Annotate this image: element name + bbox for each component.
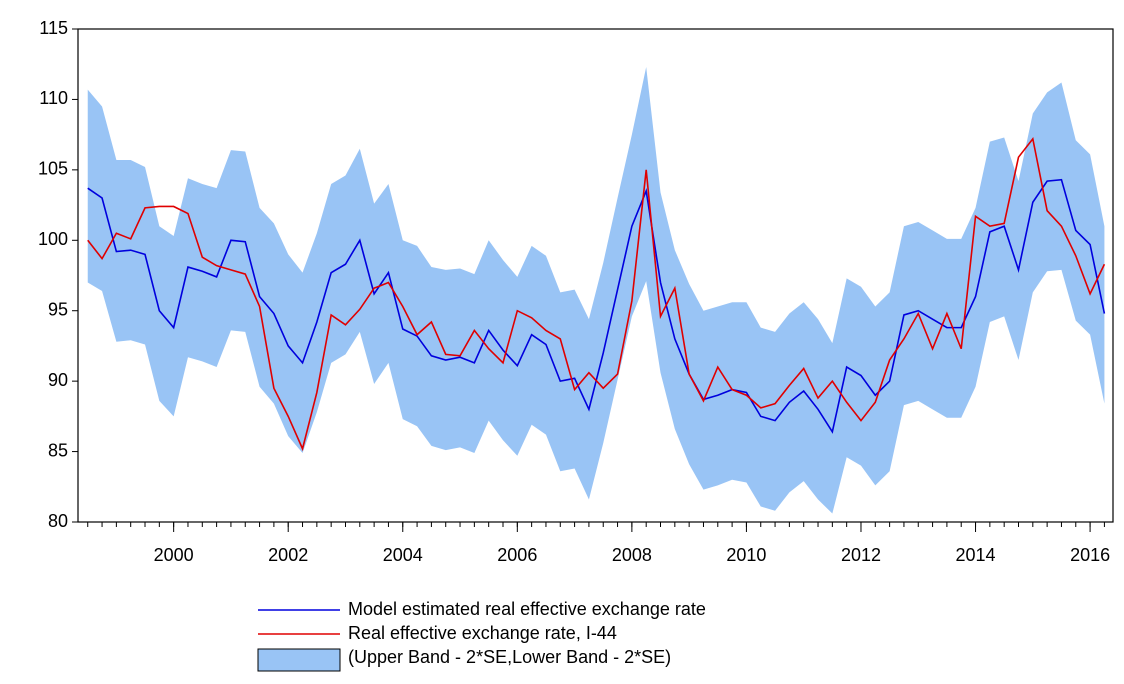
y-tick-label: 100 xyxy=(38,229,68,249)
band-area xyxy=(87,67,1105,514)
x-tick-label: 2006 xyxy=(497,545,537,565)
x-tick-label: 2008 xyxy=(612,545,652,565)
legend-label: Model estimated real effective exchange … xyxy=(348,599,706,619)
x-tick-label: 2016 xyxy=(1070,545,1110,565)
y-tick-label: 80 xyxy=(48,511,68,531)
x-tick-label: 2004 xyxy=(383,545,423,565)
series-line xyxy=(87,137,1106,452)
legend-label: (Upper Band - 2*SE,Lower Band - 2*SE) xyxy=(348,647,671,667)
y-tick-label: 95 xyxy=(48,299,68,319)
plot-frame xyxy=(77,28,1114,523)
y-tick-label: 90 xyxy=(48,370,68,390)
x-tick-label: 2014 xyxy=(956,545,996,565)
y-tick-label: 85 xyxy=(48,440,68,460)
x-tick-label: 2000 xyxy=(154,545,194,565)
x-tick-label: 2012 xyxy=(841,545,881,565)
y-tick-label: 110 xyxy=(39,88,68,108)
y-tick-label: 115 xyxy=(39,18,68,38)
legend-swatch xyxy=(257,648,341,672)
legend-label: Real effective exchange rate, I-44 xyxy=(348,623,617,643)
y-tick-label: 105 xyxy=(38,159,68,179)
x-tick-label: 2010 xyxy=(726,545,766,565)
x-tick-label: 2002 xyxy=(268,545,308,565)
